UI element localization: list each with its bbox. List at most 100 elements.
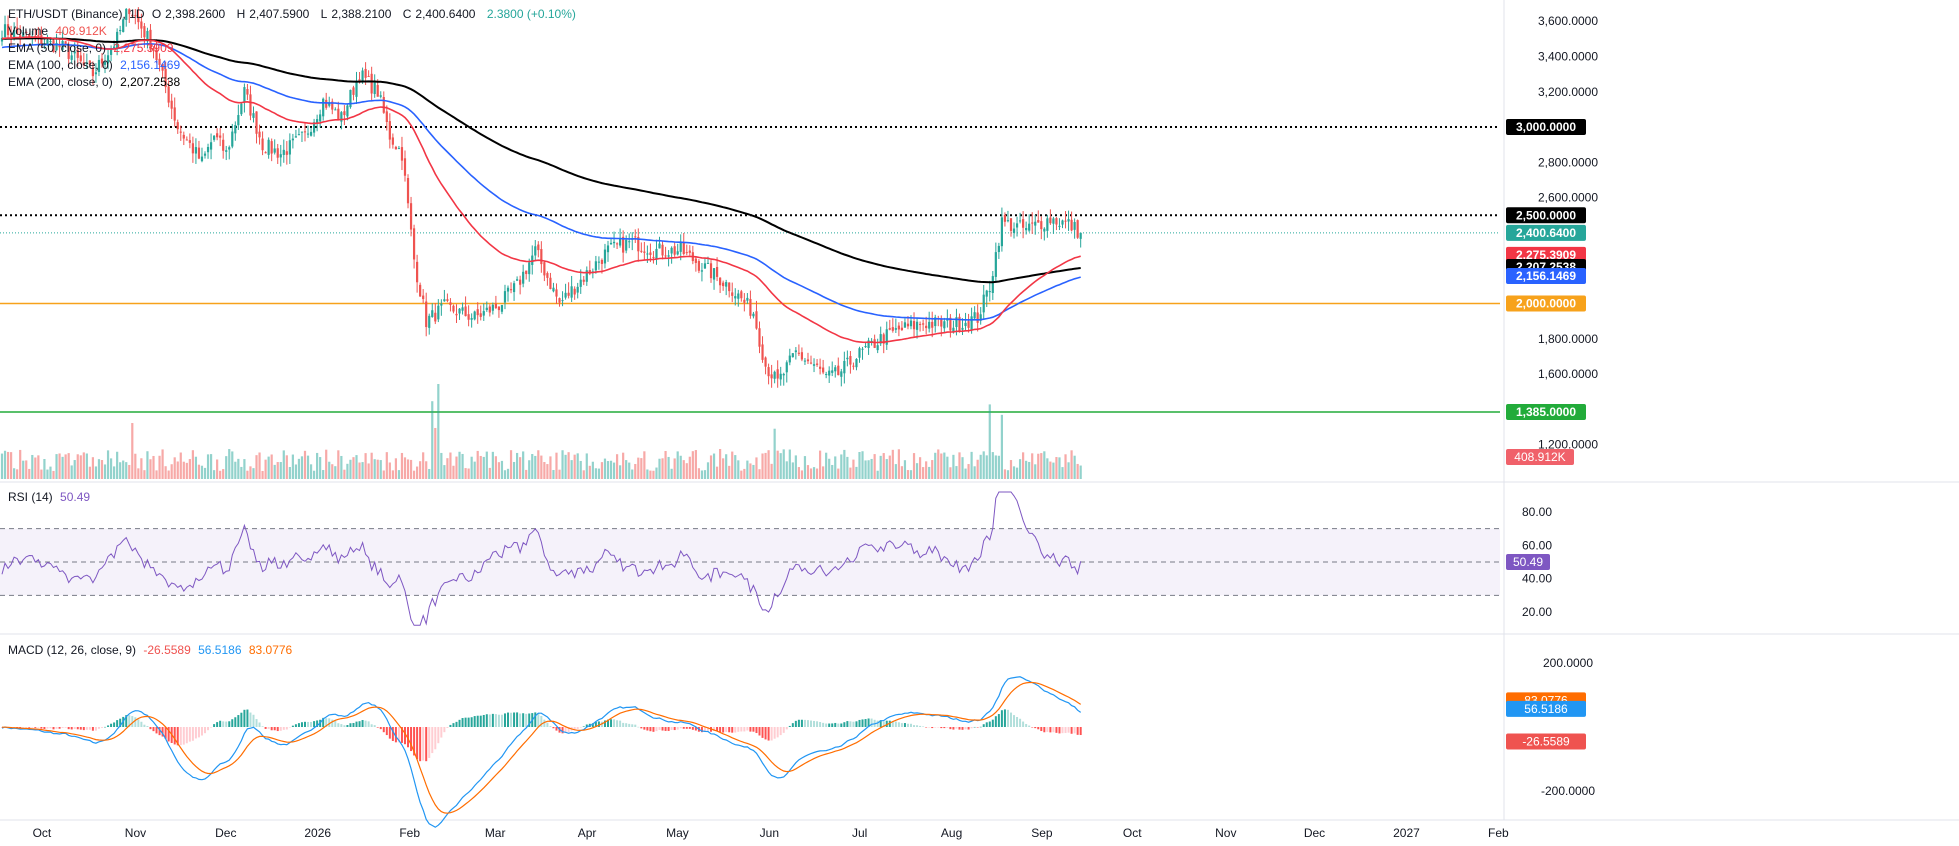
- candle-body: [697, 261, 700, 271]
- ema50-legend[interactable]: EMA (50, close, 0) 2,275.3909: [8, 41, 174, 55]
- candle-body: [382, 97, 385, 113]
- candle-body: [285, 151, 288, 155]
- price-tick-label: 3,200.0000: [1538, 85, 1598, 99]
- volume-badge-label: 408.912K: [1514, 450, 1565, 464]
- candle-body: [606, 245, 610, 253]
- macd-histogram-bar: [500, 714, 503, 727]
- volume-bar: [446, 458, 449, 479]
- volume-bar: [258, 452, 261, 479]
- macd-histogram-bar: [22, 727, 25, 728]
- candle-body: [134, 15, 137, 17]
- macd-histogram-bar: [491, 713, 494, 727]
- macd-histogram-bar: [155, 727, 158, 734]
- price-tick-label: 2,800.0000: [1538, 155, 1598, 169]
- ema100-legend[interactable]: EMA (100, close, 0) 2,156.1469: [8, 58, 181, 72]
- macd-histogram-bar: [46, 727, 49, 729]
- macd-histogram-bar: [649, 727, 652, 732]
- volume-bar: [249, 466, 252, 479]
- volume-legend[interactable]: Volume 408.912K: [8, 24, 107, 38]
- ema100-value: 2,156.1469: [120, 58, 181, 72]
- candle-body: [640, 250, 643, 252]
- macd-line: [1, 676, 1082, 828]
- macd-histogram-bar: [352, 722, 355, 727]
- candle-body: [715, 266, 719, 277]
- macd-histogram-bar: [803, 719, 806, 727]
- candle-body: [258, 131, 261, 138]
- volume-bar: [600, 462, 604, 479]
- time-tick-label: Feb: [1488, 826, 1509, 840]
- volume-bar: [13, 468, 16, 479]
- macd-histogram-bar: [928, 727, 931, 728]
- volume-bar: [228, 449, 231, 479]
- candle-body: [461, 307, 464, 311]
- volume-bar: [764, 452, 767, 479]
- macd-histogram-bar: [828, 723, 831, 727]
- macd-histogram-bar: [643, 727, 646, 730]
- volume-bar: [358, 462, 361, 479]
- rsi-tick-label: 20.00: [1522, 605, 1552, 619]
- candle-body: [412, 228, 416, 260]
- candle-body: [52, 40, 55, 53]
- volume-bar: [37, 455, 40, 479]
- macd-histogram-bar: [961, 727, 964, 730]
- macd-histogram-bar: [731, 727, 734, 733]
- macd-histogram-bar: [467, 717, 470, 727]
- volume-bar: [106, 450, 110, 479]
- candle-body: [216, 133, 219, 138]
- macd-histogram-bar: [207, 727, 210, 731]
- rsi-legend[interactable]: RSI (14) 50.49: [8, 490, 91, 504]
- volume-bar: [1000, 414, 1003, 479]
- macd-signal-value: 83.0776: [248, 643, 293, 657]
- candle-body: [1046, 218, 1049, 231]
- volume-bar: [697, 468, 700, 479]
- macd-histogram-bar: [834, 722, 837, 727]
- candle-body: [776, 369, 779, 379]
- candle-body: [255, 111, 258, 134]
- volume-bar: [9, 452, 13, 479]
- candle-body: [46, 39, 49, 45]
- macd-legend[interactable]: MACD (12, 26, close, 9) -26.5589 56.5186…: [8, 643, 293, 657]
- macd-histogram-bar: [28, 727, 31, 728]
- candle-body: [700, 270, 704, 272]
- macd-histogram-bar: [88, 727, 91, 730]
- candle-body: [976, 312, 979, 323]
- candle-body: [473, 311, 476, 320]
- volume-bar: [403, 457, 407, 479]
- candle-body: [609, 242, 613, 245]
- macd-pane: [1, 676, 1082, 828]
- volume-bar: [1076, 463, 1079, 479]
- value-badge: [1506, 224, 1586, 241]
- volume-bar: [925, 461, 928, 479]
- candle-body: [809, 362, 813, 364]
- candle-body: [1000, 217, 1003, 247]
- candle-body: [664, 255, 667, 257]
- macd-histogram-bar: [304, 721, 306, 727]
- price-tick-label: 2,600.0000: [1538, 191, 1598, 205]
- macd-histogram-bar: [1031, 727, 1034, 728]
- ema200-legend[interactable]: EMA (200, close, 0) 2,207.2538: [8, 75, 181, 89]
- macd-histogram-bar: [567, 727, 570, 733]
- candle-body: [703, 263, 707, 269]
- candle-body: [594, 261, 597, 271]
- macd-histogram-bar: [279, 727, 282, 731]
- volume-bar: [334, 466, 337, 479]
- macd-histogram-bar: [700, 727, 703, 733]
- macd-histogram-bar: [94, 727, 97, 731]
- volume-bar: [915, 463, 919, 479]
- candle-body: [888, 328, 891, 330]
- candle-body: [319, 114, 322, 122]
- volume-bar: [391, 470, 394, 479]
- volume-bar: [219, 470, 222, 479]
- volume-bar: [588, 465, 591, 479]
- volume-bar: [937, 449, 940, 479]
- volume-bar: [97, 459, 101, 479]
- volume-bar: [1025, 460, 1028, 479]
- time-tick-label: Oct: [33, 826, 52, 840]
- macd-histogram-bar: [1016, 717, 1019, 727]
- volume-bar: [782, 449, 785, 479]
- macd-histogram-bar: [861, 719, 864, 727]
- time-tick-label: Mar: [485, 826, 506, 840]
- symbol-title[interactable]: ETH/USDT (Binance), 1D: [8, 7, 145, 21]
- candle-body: [273, 148, 276, 153]
